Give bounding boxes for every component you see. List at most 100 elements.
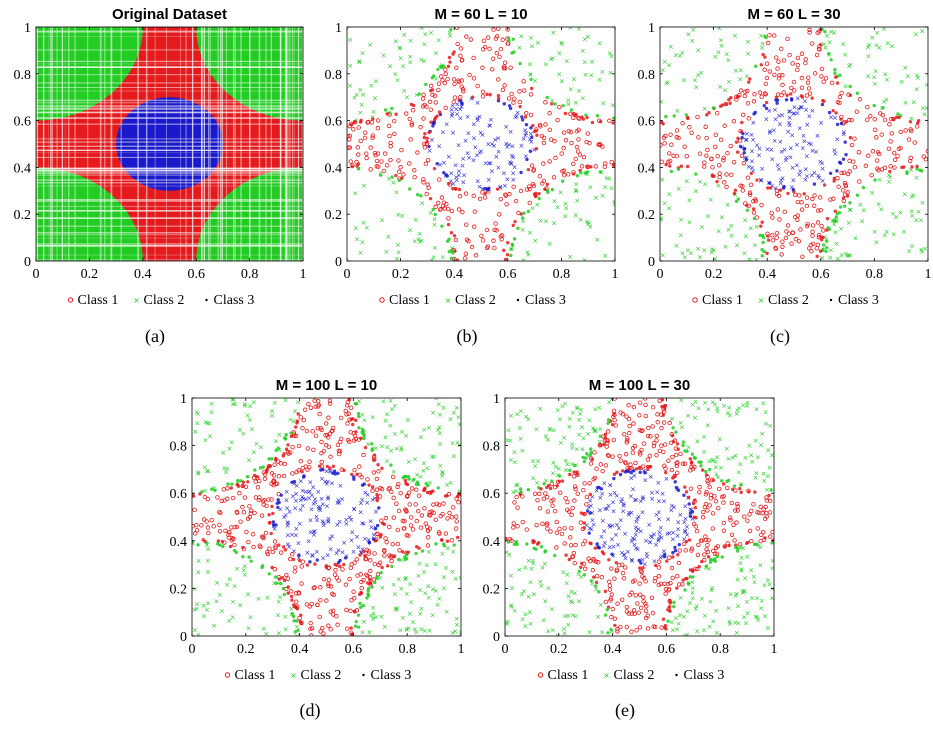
point-class-1 — [335, 622, 340, 627]
point-class-2: × — [453, 575, 459, 583]
point-class-3: × — [640, 556, 646, 564]
point-class-2: × — [277, 593, 283, 601]
point-class-1 — [435, 200, 441, 206]
point-class-2: × — [749, 458, 755, 466]
point-class-2: × — [528, 620, 534, 628]
point-class-2: × — [664, 79, 670, 87]
point-class-1 — [471, 193, 476, 199]
point-class-1 — [747, 512, 752, 517]
point-class-1 — [441, 501, 446, 506]
point-class-2: × — [587, 223, 593, 231]
point-class-2: × — [540, 564, 546, 572]
point-class-2: × — [593, 194, 599, 202]
point-class-1 — [806, 75, 811, 80]
point-class-2: × — [217, 591, 223, 599]
point-class-1 — [742, 514, 747, 519]
point-class-2: × — [448, 415, 454, 423]
x-tick-label: 1 — [612, 267, 619, 282]
point-class-1 — [670, 575, 675, 581]
point-class-2: × — [407, 53, 413, 61]
boundary-point-class-2 — [711, 106, 716, 110]
point-class-2: × — [884, 76, 890, 84]
point-class-1 — [462, 256, 468, 261]
point-class-1 — [377, 494, 383, 499]
point-class-3: × — [507, 159, 513, 167]
boundary-point-class-1 — [325, 464, 330, 469]
point-class-2: × — [678, 216, 684, 224]
point-class-1 — [870, 149, 876, 154]
boundary-point-class-2 — [436, 67, 440, 72]
point-class-2: × — [220, 449, 226, 457]
point-class-1 — [622, 460, 628, 465]
boundary-point-class-2 — [822, 243, 826, 247]
point-class-1 — [659, 443, 664, 448]
boundary-point-class-3 — [791, 187, 795, 192]
point-class-3: × — [518, 142, 524, 150]
boundary-point-class-2 — [449, 256, 454, 261]
point-class-3: × — [744, 130, 750, 138]
point-class-1 — [487, 46, 492, 52]
point-class-2: × — [543, 60, 549, 68]
boundary-point-class-1 — [513, 219, 517, 224]
boundary-point-class-3 — [687, 502, 691, 506]
point-class-1 — [633, 460, 638, 466]
point-class-3: × — [492, 136, 498, 144]
point-class-3: × — [634, 527, 640, 535]
point-class-3: × — [368, 524, 374, 532]
point-class-1 — [554, 545, 559, 550]
point-class-1 — [692, 464, 697, 470]
point-class-3: × — [661, 547, 667, 555]
boundary-point-class-2 — [356, 411, 361, 416]
boundary-point-class-3 — [507, 104, 512, 108]
boundary-point-class-1 — [548, 486, 553, 491]
point-class-2: × — [694, 438, 700, 446]
boundary-point-class-1 — [815, 254, 819, 258]
point-class-1 — [374, 476, 380, 482]
point-class-2: × — [741, 614, 747, 622]
point-class-1 — [569, 140, 574, 146]
point-class-2: × — [422, 627, 428, 635]
boundary-point-class-2 — [560, 179, 565, 183]
boundary-point-class-2 — [366, 586, 371, 591]
boundary-point-class-2 — [509, 253, 513, 258]
point-class-1 — [630, 450, 636, 455]
point-class-2: × — [370, 615, 376, 623]
point-class-1 — [741, 161, 747, 166]
boundary-point-class-1 — [289, 594, 294, 599]
boundary-point-class-2 — [426, 483, 430, 488]
point-class-2: × — [287, 416, 293, 424]
point-class-2: × — [532, 77, 538, 85]
point-class-3: × — [802, 138, 808, 146]
point-class-2: × — [738, 66, 744, 74]
point-class-3: × — [658, 534, 664, 542]
point-class-1 — [493, 221, 498, 226]
point-class-1 — [691, 521, 697, 527]
point-class-2: × — [924, 81, 930, 89]
boundary-point-class-2 — [671, 426, 675, 430]
point-class-1 — [630, 445, 636, 451]
point-class-3: × — [743, 136, 749, 144]
boundary-point-class-2 — [713, 557, 717, 561]
legend-label-class-1: Class 1 — [78, 293, 119, 308]
boundary-point-class-1 — [627, 467, 631, 471]
point-class-3: × — [669, 502, 675, 510]
point-class-1 — [320, 625, 325, 631]
point-class-1 — [209, 517, 214, 523]
point-class-1 — [449, 514, 455, 520]
point-class-2: × — [545, 628, 551, 636]
y-tick-label: 0 — [335, 255, 342, 270]
point-class-1 — [605, 452, 611, 458]
point-class-1 — [201, 517, 207, 522]
point-class-1 — [562, 173, 567, 178]
point-class-1 — [697, 151, 703, 156]
point-class-1 — [599, 575, 604, 580]
boundary-point-class-1 — [818, 42, 823, 47]
boundary-point-class-2 — [445, 239, 450, 243]
point-class-1 — [762, 67, 767, 72]
point-class-2: × — [205, 568, 211, 576]
point-class-2: × — [585, 430, 591, 438]
point-class-2: × — [240, 430, 246, 438]
point-class-2: × — [401, 31, 407, 39]
point-class-2: × — [567, 24, 573, 32]
boundary-point-class-1 — [641, 566, 645, 570]
